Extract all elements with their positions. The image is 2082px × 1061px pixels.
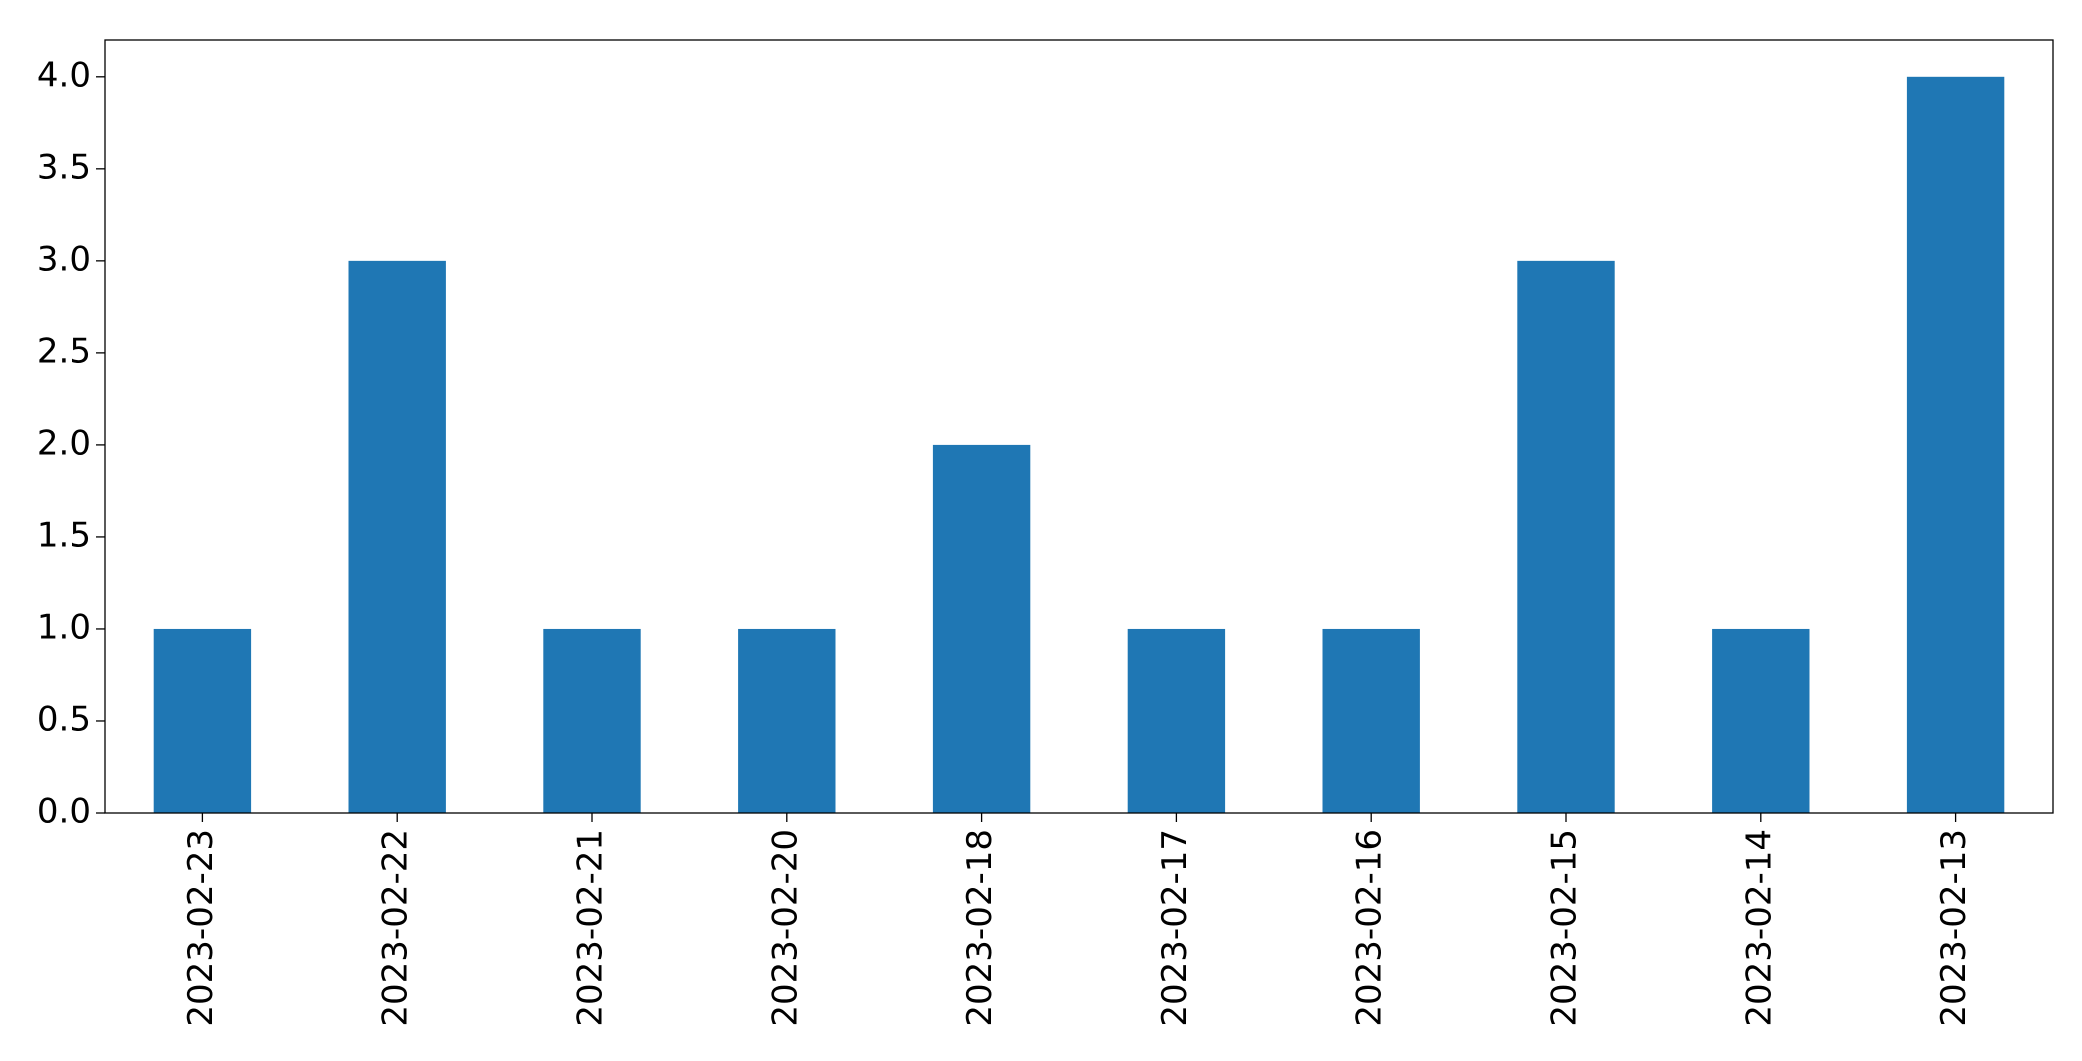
bar <box>1322 628 1420 813</box>
y-tick-label: 0.5 <box>37 699 91 739</box>
bar <box>153 628 252 813</box>
bar <box>348 260 446 813</box>
y-tick-label: 1.0 <box>37 607 91 647</box>
bar <box>1712 628 1810 813</box>
bar <box>738 628 836 813</box>
y-tick-label: 3.5 <box>37 147 91 187</box>
x-tick-label: 2023-02-13 <box>1934 829 1974 1027</box>
x-tick-label: 2023-02-14 <box>1739 829 1779 1027</box>
x-tick-label: 2023-02-21 <box>571 829 611 1027</box>
bar <box>1517 260 1615 813</box>
y-tick-label: 2.5 <box>37 331 91 371</box>
x-tick-label: 2023-02-22 <box>376 829 416 1027</box>
y-tick-label: 0.0 <box>37 792 91 832</box>
bar <box>1127 628 1226 813</box>
y-tick-label: 1.5 <box>37 515 91 555</box>
bar <box>932 444 1031 813</box>
x-tick-label: 2023-02-23 <box>181 829 221 1027</box>
y-tick-label: 3.0 <box>37 239 91 279</box>
y-tick-label: 4.0 <box>37 55 91 95</box>
x-tick-label: 2023-02-20 <box>765 829 805 1027</box>
x-tick-label: 2023-02-18 <box>960 829 1000 1027</box>
bar <box>543 628 641 813</box>
plot-frame <box>104 39 2054 814</box>
bar <box>1906 76 2005 814</box>
y-tick-label: 2.0 <box>37 423 91 463</box>
x-tick-label: 2023-02-15 <box>1545 829 1585 1027</box>
x-tick-label: 2023-02-17 <box>1155 829 1195 1027</box>
x-tick-label: 2023-02-16 <box>1350 829 1390 1027</box>
